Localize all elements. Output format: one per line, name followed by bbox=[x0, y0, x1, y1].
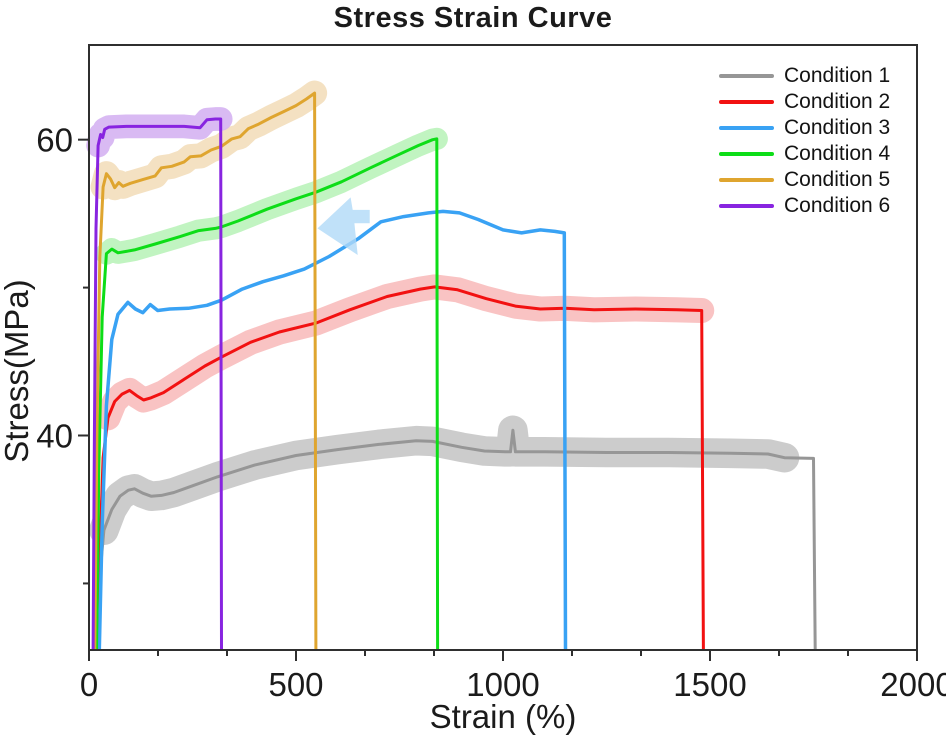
legend-label: Condition 2 bbox=[784, 90, 891, 113]
x-tick-label: 1500 bbox=[673, 666, 746, 703]
y-tick-label: 40 bbox=[36, 418, 73, 455]
x-tick-label: 0 bbox=[80, 666, 98, 703]
legend-item-condition-5: Condition 5 bbox=[719, 167, 890, 193]
legend-label: Condition 6 bbox=[784, 194, 891, 217]
y-tick-label: 60 bbox=[36, 122, 73, 159]
legend-swatch-icon bbox=[719, 204, 774, 208]
series-line-condition-3 bbox=[97, 209, 568, 651]
legend-swatch-icon bbox=[719, 126, 774, 130]
series-line-condition-5 bbox=[93, 91, 318, 651]
x-tick-label: 2000 bbox=[880, 666, 946, 703]
legend-swatch-icon bbox=[719, 74, 774, 78]
legend-swatch-icon bbox=[719, 100, 774, 104]
series-line-condition-2 bbox=[95, 285, 705, 651]
series-band-condition-4 bbox=[95, 127, 448, 265]
series-line-condition-6 bbox=[91, 117, 223, 651]
legend-label: Condition 4 bbox=[784, 142, 891, 165]
legend-item-condition-4: Condition 4 bbox=[719, 141, 890, 167]
legend-label: Condition 5 bbox=[784, 168, 891, 191]
legend-swatch-icon bbox=[719, 178, 774, 182]
legend-label: Condition 3 bbox=[784, 116, 891, 139]
series-band-condition-5 bbox=[90, 80, 328, 201]
legend-item-condition-2: Condition 2 bbox=[719, 89, 890, 115]
x-tick-label: 1000 bbox=[466, 666, 539, 703]
legend-label: Condition 1 bbox=[784, 64, 891, 87]
legend-item-condition-3: Condition 3 bbox=[719, 115, 890, 141]
series-line-condition-4 bbox=[95, 137, 440, 651]
legend-item-condition-6: Condition 6 bbox=[719, 193, 890, 219]
x-axis-label: Strain (%) bbox=[429, 698, 577, 735]
legend: Condition 1 Condition 2 Condition 3 Conditi… bbox=[719, 63, 890, 219]
annotation-arrow-icon bbox=[317, 197, 370, 255]
x-tick-label: 500 bbox=[268, 666, 323, 703]
chart-title: Stress Strain Curve bbox=[333, 2, 613, 34]
series-line-condition-1 bbox=[95, 428, 817, 651]
legend-swatch-icon bbox=[719, 152, 774, 156]
y-axis-label: Stress(MPa) bbox=[0, 279, 35, 463]
legend-item-condition-1: Condition 1 bbox=[719, 63, 890, 89]
